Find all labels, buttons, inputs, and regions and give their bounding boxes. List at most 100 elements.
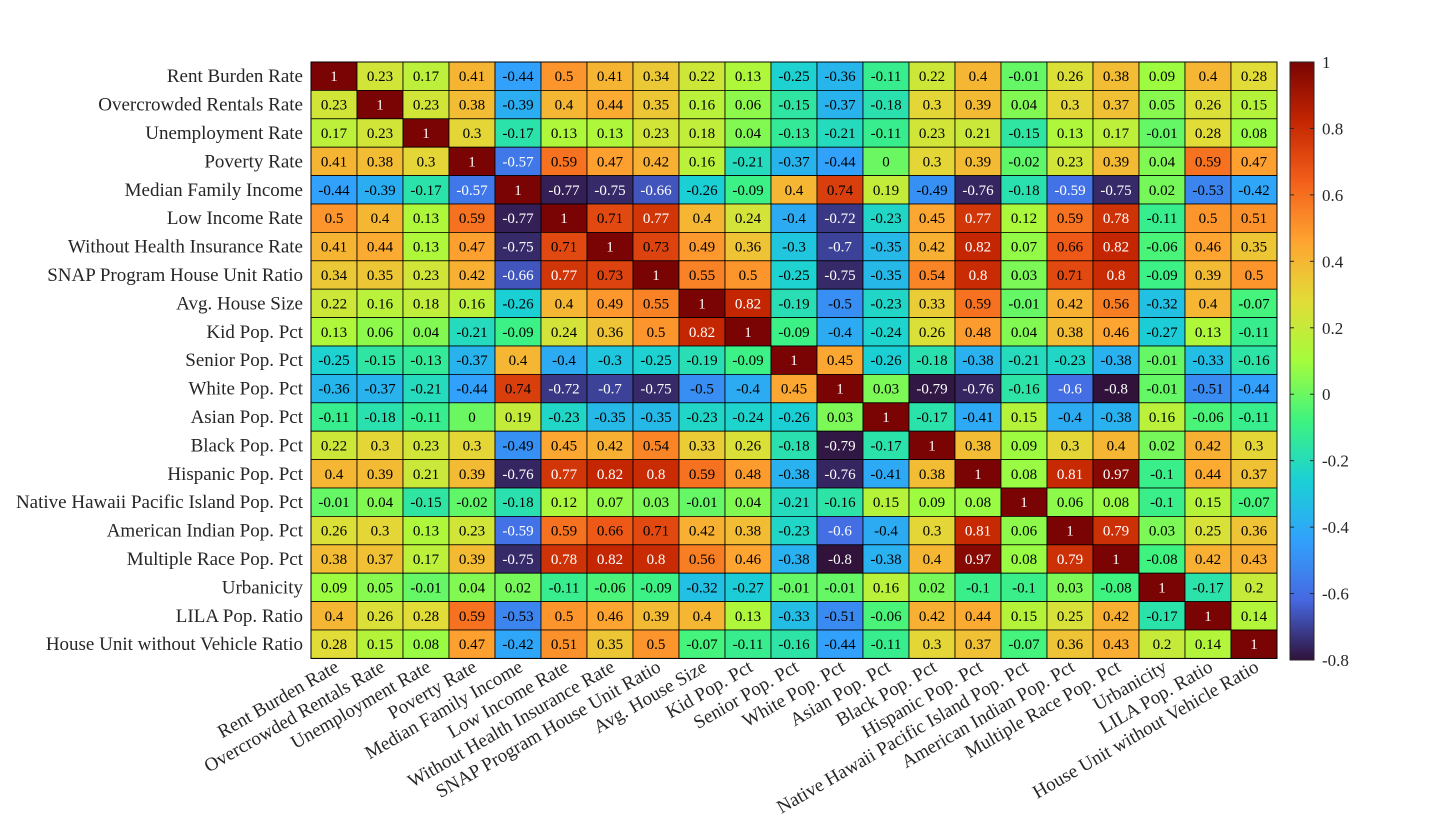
heatmap-cell bbox=[678, 402, 726, 432]
cell-value-label: 1 bbox=[514, 183, 522, 199]
cell-value-label: -0.13 bbox=[778, 126, 809, 142]
heatmap-cell bbox=[540, 231, 588, 262]
cell-value-label: 0.77 bbox=[965, 211, 992, 227]
heatmap-cell bbox=[310, 231, 358, 262]
cell-value-label: 1 bbox=[652, 268, 660, 284]
cell-value-label: 0.24 bbox=[551, 325, 578, 341]
cell-value-label: -0.27 bbox=[732, 580, 764, 596]
heatmap-cell bbox=[954, 516, 1002, 546]
cell-value-label: 0.47 bbox=[597, 154, 624, 170]
heatmap-cell bbox=[862, 629, 910, 659]
heatmap-cell bbox=[770, 146, 818, 176]
heatmap-cell bbox=[1184, 373, 1232, 404]
cell-value-label: 0.04 bbox=[459, 580, 486, 596]
cell-value-label: 0.42 bbox=[919, 240, 945, 256]
cell-value-label: -0.16 bbox=[824, 495, 856, 511]
heatmap-cell bbox=[448, 516, 496, 546]
cell-value-label: 0.07 bbox=[1011, 240, 1038, 256]
heatmap-cell bbox=[586, 118, 634, 148]
colorbar-tick-label: 0.4 bbox=[1322, 252, 1344, 271]
cell-value-label: 0.09 bbox=[1149, 69, 1175, 85]
heatmap-cell bbox=[632, 459, 680, 489]
cell-value-label: 0.03 bbox=[1149, 524, 1175, 540]
heatmap-cell bbox=[1230, 146, 1278, 176]
heatmap-cell bbox=[770, 430, 818, 461]
cell-value-label: 0.4 bbox=[325, 467, 344, 483]
cell-value-label: 0.4 bbox=[693, 609, 712, 625]
heatmap-cell bbox=[1092, 544, 1140, 574]
heatmap-cell bbox=[908, 487, 956, 517]
heatmap-cell bbox=[540, 459, 588, 489]
cell-value-label: 1 bbox=[1020, 495, 1028, 511]
cell-value-label: -0.38 bbox=[778, 552, 809, 568]
heatmap-cell bbox=[540, 601, 588, 631]
cell-value-label: 1 bbox=[376, 98, 384, 114]
heatmap-cell bbox=[1184, 345, 1232, 375]
cell-value-label: 0.4 bbox=[555, 296, 574, 312]
cell-value-label: 0.42 bbox=[459, 268, 485, 284]
cell-value-label: 0.55 bbox=[643, 296, 669, 312]
cell-value-label: -0.66 bbox=[640, 183, 672, 199]
cell-value-label: 0.79 bbox=[1057, 552, 1083, 568]
heatmap-cell bbox=[310, 118, 358, 148]
cell-value-label: 0.4 bbox=[325, 609, 344, 625]
heatmap-cell bbox=[540, 317, 588, 347]
heatmap-cell bbox=[402, 260, 450, 290]
heatmap-cell bbox=[1138, 345, 1186, 375]
heatmap-cell bbox=[494, 203, 542, 233]
cell-value-label: 0.23 bbox=[413, 438, 439, 454]
heatmap-cell bbox=[356, 629, 404, 659]
heatmap-cell bbox=[1046, 118, 1094, 148]
heatmap-cell bbox=[1092, 459, 1140, 489]
cell-value-label: 0.28 bbox=[413, 609, 439, 625]
heatmap-cell bbox=[1138, 175, 1186, 205]
cell-value-label: 1 bbox=[836, 382, 844, 398]
cell-value-label: -0.24 bbox=[870, 325, 902, 341]
cell-value-label: -0.44 bbox=[1238, 382, 1270, 398]
heatmap-cell bbox=[310, 260, 358, 290]
cell-value-label: -0.11 bbox=[1239, 410, 1270, 426]
cell-value-label: 0.03 bbox=[643, 495, 669, 511]
heatmap-cell bbox=[1000, 90, 1048, 120]
cell-value-label: 0.13 bbox=[735, 69, 761, 85]
cell-value-label: -0.8 bbox=[828, 552, 852, 568]
cell-value-label: 0.4 bbox=[785, 183, 804, 199]
cell-value-label: -0.18 bbox=[870, 98, 901, 114]
cell-value-label: 0.44 bbox=[597, 98, 624, 114]
cell-value-label: 0.78 bbox=[551, 552, 577, 568]
cell-value-label: 0.02 bbox=[505, 580, 531, 596]
heatmap-cell bbox=[1230, 601, 1278, 631]
heatmap-cell bbox=[1046, 402, 1094, 432]
heatmap-cell bbox=[494, 373, 542, 404]
heatmap-cell bbox=[356, 90, 404, 120]
cell-value-label: -0.44 bbox=[502, 69, 534, 85]
cell-value-label: -0.16 bbox=[1008, 382, 1040, 398]
cell-value-label: 0.3 bbox=[923, 98, 942, 114]
heatmap-cell bbox=[908, 288, 956, 319]
cell-value-label: 0.54 bbox=[919, 268, 946, 284]
cell-value-label: 0.15 bbox=[1011, 410, 1037, 426]
heatmap-cell bbox=[310, 61, 358, 91]
heatmap-cell bbox=[1000, 459, 1048, 489]
heatmap-cell bbox=[1092, 601, 1140, 631]
cell-value-label: 0.13 bbox=[597, 126, 623, 142]
cell-value-label: -0.79 bbox=[824, 438, 855, 454]
cell-value-label: 0.38 bbox=[965, 438, 991, 454]
heatmap-cell bbox=[402, 118, 450, 148]
row-tick-label: Native Hawaii Pacific Island Pop. Pct bbox=[16, 492, 304, 513]
cell-value-label: -0.01 bbox=[1008, 69, 1039, 85]
heatmap-cell bbox=[862, 175, 910, 205]
heatmap-cell bbox=[816, 402, 864, 432]
heatmap-cell bbox=[770, 629, 818, 659]
heatmap-cell bbox=[402, 544, 450, 574]
cell-value-label: 0.47 bbox=[1241, 154, 1268, 170]
cell-value-label: 0.38 bbox=[735, 524, 761, 540]
heatmap-cell bbox=[1184, 61, 1232, 91]
cell-value-label: 0.81 bbox=[965, 524, 991, 540]
heatmap-cell bbox=[862, 572, 910, 603]
cell-value-label: -0.3 bbox=[598, 353, 622, 369]
cell-value-label: -0.18 bbox=[778, 438, 809, 454]
cell-value-label: 0.03 bbox=[827, 410, 853, 426]
heatmap-cell bbox=[494, 175, 542, 205]
cell-value-label: 0.71 bbox=[1057, 268, 1083, 284]
